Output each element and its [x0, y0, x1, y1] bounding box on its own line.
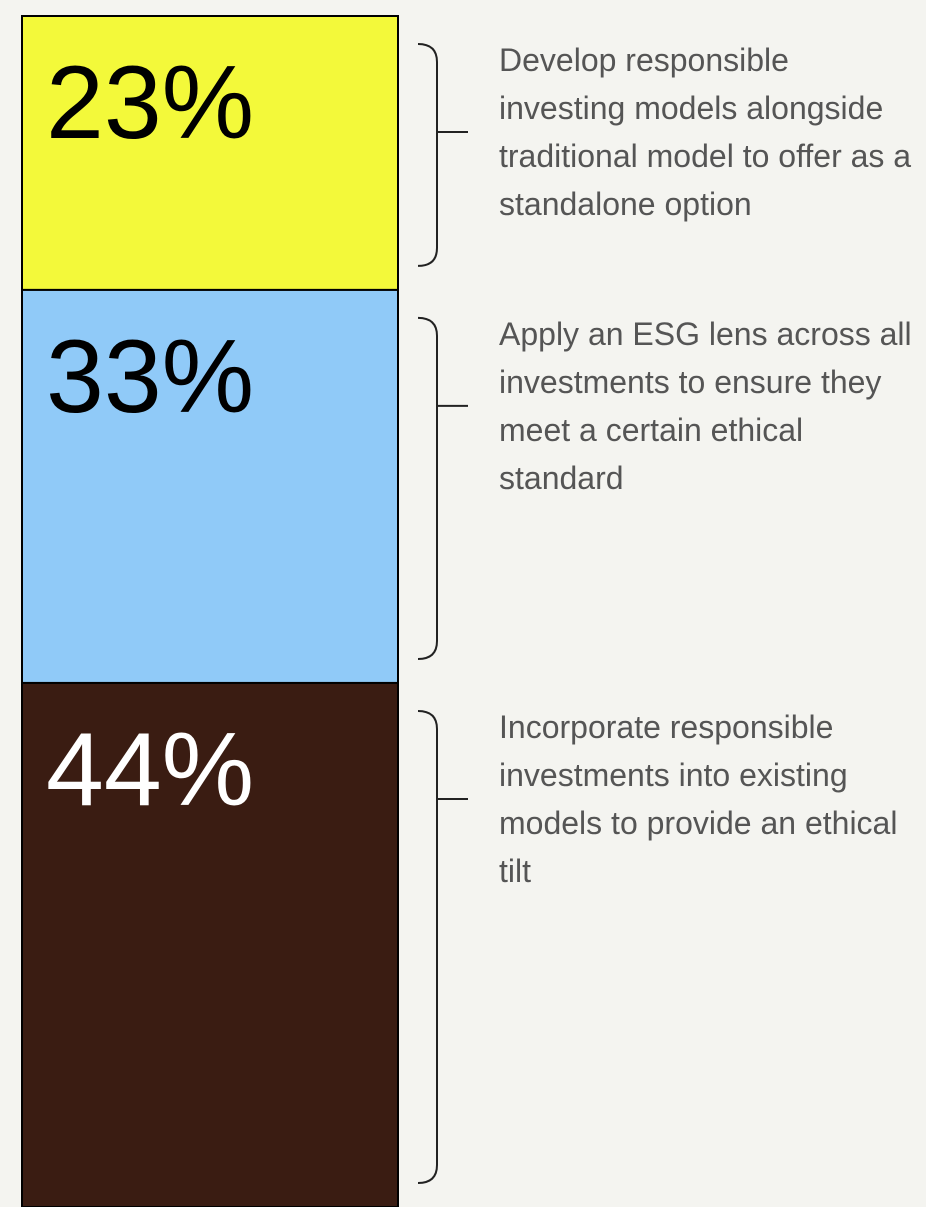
value-label: 33% [46, 319, 254, 435]
brace [417, 316, 468, 660]
description: Incorporate responsible investments into… [499, 708, 898, 889]
value-label: 23% [46, 45, 254, 161]
bar-segment [21, 15, 399, 291]
value-label: 44% [46, 712, 254, 828]
bar-segment [21, 681, 399, 1207]
description: Apply an ESG lens across all investments… [499, 315, 912, 496]
brace [417, 709, 468, 1184]
description: Develop responsible investing models alo… [499, 42, 912, 222]
brace [417, 43, 468, 267]
bar-segment [21, 288, 399, 684]
